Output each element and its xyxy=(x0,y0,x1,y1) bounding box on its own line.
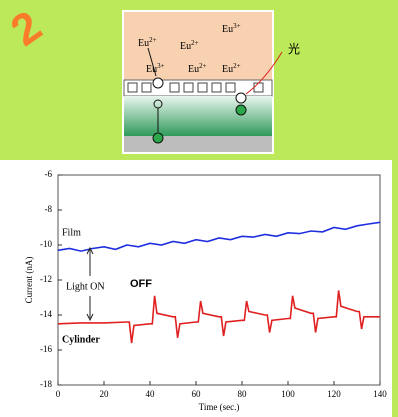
ion-base: Eu xyxy=(146,64,157,75)
ion-base: Eu xyxy=(180,41,191,52)
annotation: Light ON xyxy=(66,281,105,292)
y-tick-label: -14 xyxy=(40,309,52,319)
ion-base: Eu xyxy=(222,24,233,35)
x-tick-label: 140 xyxy=(373,389,387,399)
y-tick-label: -10 xyxy=(40,239,52,249)
ion-charge: 2+ xyxy=(149,36,157,44)
layer-green xyxy=(124,96,272,136)
page: {"corner_label":"2", "diagram":{"labels"… xyxy=(0,0,398,417)
ion-charge: 3+ xyxy=(157,62,165,70)
chart-panel xyxy=(0,160,392,417)
ion-base: Eu xyxy=(138,38,149,49)
x-tick-label: 40 xyxy=(146,389,156,399)
figure: 2 Eu2+Eu2+Eu3+Eu3+Eu2+Eu2+ 光 -18-16-14-1… xyxy=(0,0,398,417)
y-tick-label: -6 xyxy=(45,169,53,179)
ion-charge: 2+ xyxy=(233,62,241,70)
annotation: Cylinder xyxy=(62,334,100,345)
ion-base: Eu xyxy=(188,64,199,75)
y-axis-label: Current (nA) xyxy=(24,257,34,304)
x-tick-label: 80 xyxy=(238,389,248,399)
ion-base: Eu xyxy=(222,64,233,75)
y-tick-label: -18 xyxy=(40,379,52,389)
x-tick-label: 0 xyxy=(56,389,61,399)
annotation: Film xyxy=(62,227,81,238)
diagram: Eu2+Eu2+Eu3+Eu3+Eu2+Eu2+ 光 xyxy=(122,10,300,154)
corner-label: 2 xyxy=(2,2,50,56)
y-tick-label: -12 xyxy=(40,274,52,284)
x-tick-label: 20 xyxy=(100,389,110,399)
y-tick-label: -8 xyxy=(45,204,53,214)
y-tick-label: -16 xyxy=(40,344,52,354)
annotation: OFF xyxy=(130,278,152,290)
light-label: 光 xyxy=(288,42,300,56)
x-tick-label: 100 xyxy=(281,389,295,399)
x-tick-label: 60 xyxy=(192,389,202,399)
ion-charge: 3+ xyxy=(233,22,241,30)
layer-base xyxy=(124,136,272,152)
x-tick-label: 120 xyxy=(327,389,341,399)
x-axis-label: Time (sec.) xyxy=(199,402,240,412)
ion-charge: 2+ xyxy=(191,39,199,47)
ion-charge: 2+ xyxy=(199,62,207,70)
